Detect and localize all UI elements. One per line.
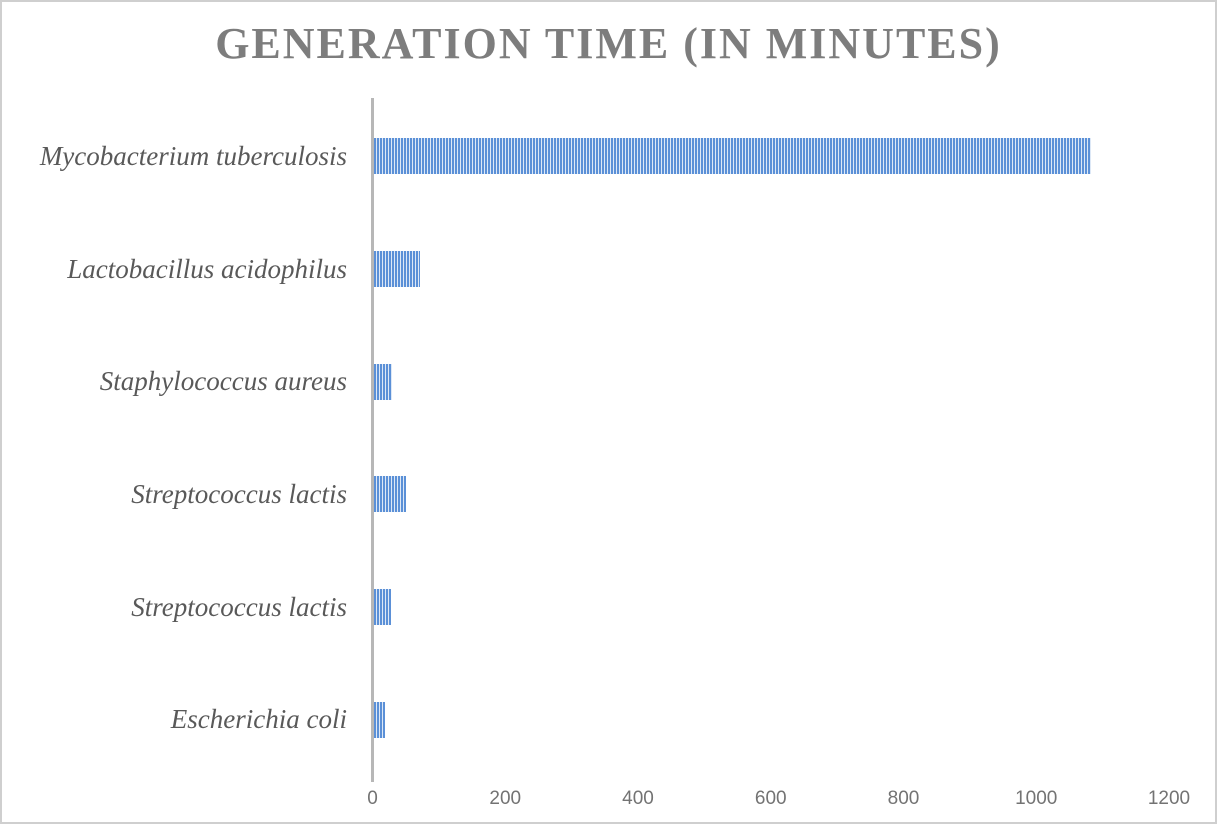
x-tick-label: 1200 [1147, 788, 1191, 809]
bar-track [374, 251, 1171, 287]
bar [374, 701, 386, 738]
x-tick-label: 200 [489, 788, 522, 809]
x-tick-label: 1000 [1015, 788, 1058, 809]
bar [374, 251, 421, 287]
bar-track [374, 138, 1171, 175]
category-label: Streptococcus lactis [131, 591, 347, 622]
bar-track [374, 589, 1171, 626]
chart-row: Streptococcus lactis [2, 438, 1215, 551]
category-label: Mycobacterium tuberculosis [39, 140, 347, 171]
bar [374, 589, 392, 626]
bar-track [374, 363, 1171, 400]
x-tick-label: 800 [887, 788, 920, 809]
x-tick-label: 400 [622, 788, 654, 809]
bar-track [374, 701, 1171, 738]
category-label: Lactobacillus acidophilus [67, 253, 347, 284]
y-axis-line [371, 98, 374, 782]
chart-row: Mycobacterium tuberculosis [2, 100, 1215, 213]
bar [374, 138, 1092, 175]
bar [374, 476, 406, 513]
x-axis-ticks: 0 200 400 600 800 1000 1200 [2, 788, 1215, 814]
x-tick-label: 0 [367, 788, 378, 809]
chart-row: Staphylococcus aureus [2, 325, 1215, 438]
category-label: Staphylococcus aureus [99, 366, 347, 397]
chart-row: Lactobacillus acidophilus [2, 213, 1215, 326]
bar-track [374, 476, 1171, 513]
bar [374, 363, 392, 400]
chart-row: Escherichia coli [2, 663, 1215, 776]
category-label: Streptococcus lactis [131, 478, 347, 509]
x-tick-label: 600 [754, 788, 787, 809]
category-label: Escherichia coli [170, 704, 347, 735]
chart-rows: Mycobacterium tuberculosis Lactobacillus … [2, 100, 1215, 776]
chart-row: Streptococcus lactis [2, 551, 1215, 664]
chart-title: GENERATION TIME (IN MINUTES) [215, 19, 1002, 68]
